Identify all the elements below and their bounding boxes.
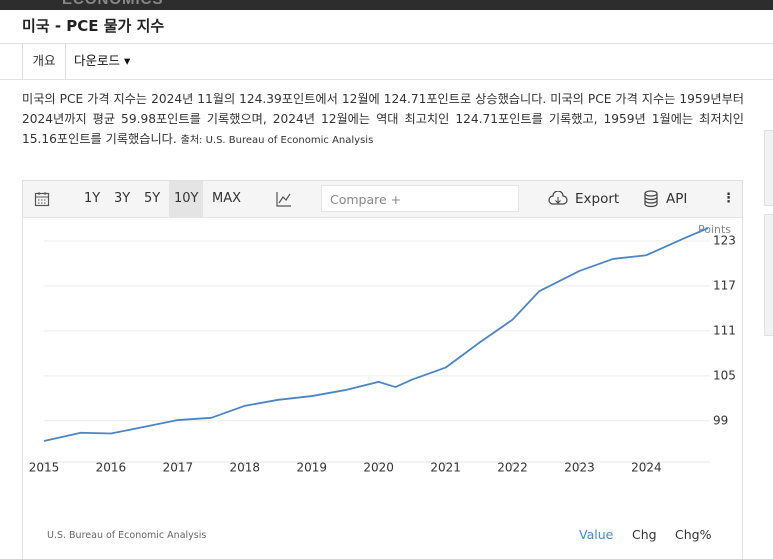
divider [0, 79, 773, 80]
view-change[interactable]: Chg [632, 527, 657, 542]
side-panel [764, 214, 773, 336]
chart-source: U.S. Bureau of Economic Analysis [47, 530, 207, 541]
y-tick-label: 117 [713, 278, 736, 292]
x-tick-label: 2021 [430, 461, 461, 475]
x-tick-label: 2016 [96, 461, 127, 475]
view-value[interactable]: Value [579, 527, 614, 542]
description: 미국의 PCE 가격 지수는 2024년 11월의 124.39포인트에서 12… [22, 89, 744, 151]
api-icon[interactable] [643, 190, 659, 208]
range-button[interactable]: MAX [212, 191, 242, 206]
brand[interactable]: ECONOMICS [62, 0, 164, 8]
tab-overview[interactable]: 개요 [22, 44, 66, 80]
range-button[interactable]: 1Y [84, 191, 101, 206]
source: 출처: U.S. Bureau of Economic Analysis [180, 135, 374, 146]
x-tick-label: 2017 [163, 461, 194, 475]
range-button[interactable]: 3Y [114, 191, 131, 206]
page-title: 미국 - PCE 물가 지수 [22, 17, 165, 35]
chart-box: 1Y 3Y 5Y 10Y MAX Compare + Export API ⋮ … [22, 180, 743, 559]
y-tick-label: 111 [713, 323, 736, 337]
tab-download[interactable]: 다운로드 ▾ [74, 53, 131, 68]
x-tick-label: 2022 [497, 461, 528, 475]
x-tick-label: 2018 [230, 461, 261, 475]
chart: Points 99 105 111 117 123 2015 2016 2017 2018 2019… [29, 223, 736, 475]
toolbar: 1Y 3Y 5Y 10Y MAX Compare + Export API ⋮ [23, 181, 742, 218]
view-change-percent[interactable]: Chg% [675, 527, 712, 542]
chart-type-icon[interactable] [276, 191, 292, 207]
x-tick-label: 2023 [564, 461, 595, 475]
export-button[interactable]: Export [575, 191, 620, 207]
side-panel [764, 130, 773, 206]
x-tick-label: 2015 [29, 461, 60, 475]
y-tick-label: 99 [713, 413, 728, 427]
tab-download-label[interactable]: 다운로드 [74, 53, 121, 68]
line-series [43, 227, 709, 442]
top-bar: ECONOMICS [0, 0, 773, 10]
api-button[interactable]: API [666, 191, 688, 207]
divider [0, 43, 773, 44]
description-text: 미국의 PCE 가격 지수는 2024년 11월의 124.39포인트에서 12… [22, 92, 744, 146]
y-tick-label: 123 [713, 233, 736, 247]
range-button[interactable]: 5Y [144, 191, 161, 206]
x-tick-label: 2019 [296, 461, 327, 475]
y-tick-label: 105 [713, 368, 736, 382]
export-icon[interactable] [548, 191, 568, 207]
unit-label: Points [698, 223, 731, 236]
x-tick-label: 2024 [631, 461, 662, 475]
calendar-icon[interactable] [34, 191, 50, 207]
more-menu[interactable]: ⋮ [722, 191, 735, 206]
range-button[interactable]: 10Y [169, 181, 204, 217]
x-tick-label: 2020 [363, 461, 394, 475]
compare-input[interactable]: Compare + [321, 185, 519, 212]
